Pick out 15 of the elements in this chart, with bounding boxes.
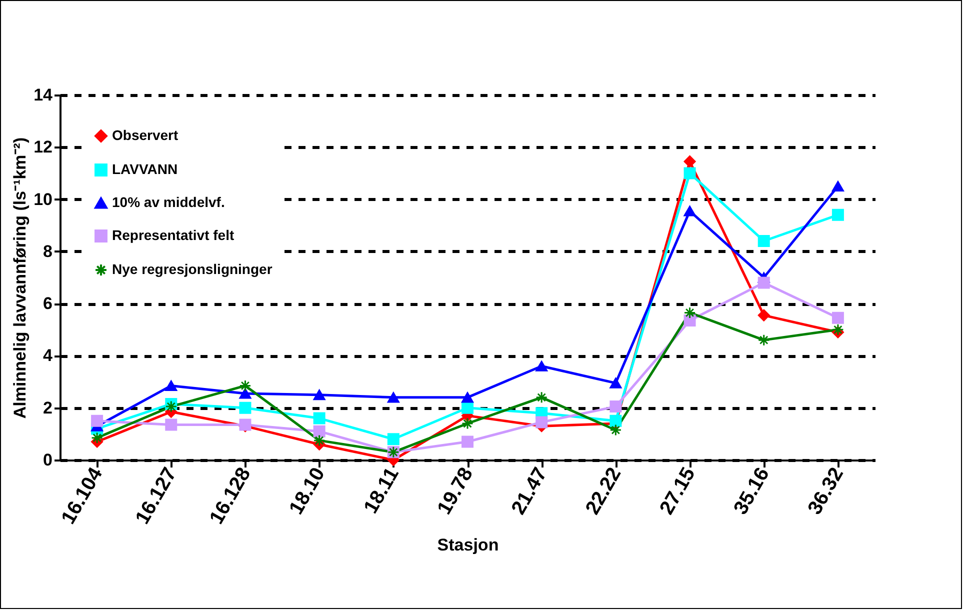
- y-tick-label: 4: [43, 346, 54, 366]
- legend-label: 10% av middelvf.: [112, 194, 225, 210]
- y-tick-label: 12: [34, 138, 52, 157]
- y-tick-label: 2: [43, 398, 52, 418]
- legend-label: Nye regresjonsligninger: [112, 261, 273, 277]
- y-tick-label: 14: [34, 86, 54, 104]
- x-axis-title: Stasjon: [437, 535, 499, 554]
- legend-label: Representativt felt: [112, 227, 234, 243]
- y-tick-label: 0: [43, 450, 52, 470]
- legend-label: Observert: [112, 127, 178, 143]
- y-tick-label: 8: [43, 242, 52, 261]
- y-tick-label: 6: [43, 294, 52, 314]
- y-axis-title: Alminnelig lavvannføring (ls⁻¹km⁻²): [10, 137, 30, 419]
- y-tick-label: 10: [34, 190, 52, 209]
- legend-label: LAVVANN: [112, 161, 178, 177]
